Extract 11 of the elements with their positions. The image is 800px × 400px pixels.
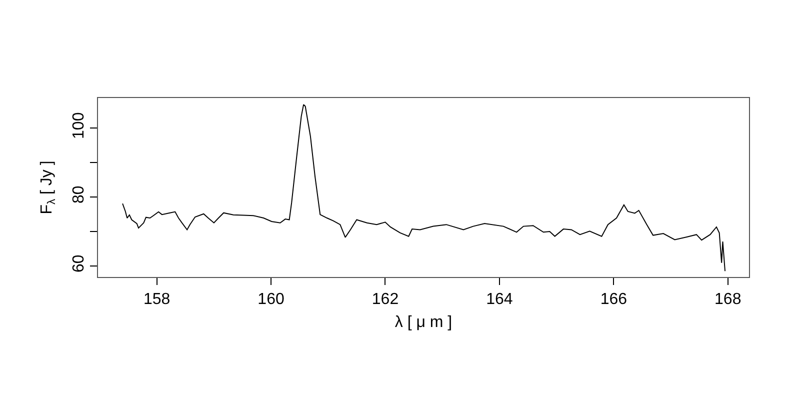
line-series (122, 104, 726, 272)
x-tick-label: 166 (600, 291, 628, 308)
x-tick-label: 162 (372, 291, 399, 308)
y-tick-label: 100 (70, 112, 88, 139)
x-tick-label: 168 (714, 291, 742, 308)
x-tick-label: 158 (143, 291, 170, 308)
y-tick-label: 80 (70, 186, 88, 204)
x-tick-label: 160 (258, 291, 284, 308)
x-axis-title: λ [ μ m ] (394, 314, 452, 331)
y-tick-label: 60 (70, 254, 88, 272)
x-tick-label: 164 (486, 291, 513, 308)
